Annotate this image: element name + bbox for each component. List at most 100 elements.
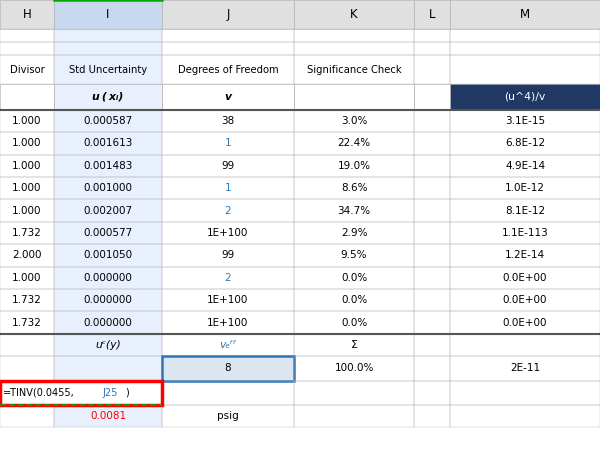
Bar bbox=[54, 267, 162, 289]
Text: 0.000000: 0.000000 bbox=[83, 273, 133, 283]
Bar bbox=[54, 381, 162, 405]
Bar bbox=[450, 199, 600, 222]
Bar bbox=[414, 29, 450, 42]
Bar bbox=[414, 29, 450, 42]
Bar bbox=[414, 289, 450, 311]
Text: 1: 1 bbox=[224, 183, 232, 193]
Text: H: H bbox=[23, 8, 31, 21]
Bar bbox=[414, 244, 450, 267]
Text: 1E+100: 1E+100 bbox=[208, 318, 248, 328]
Bar bbox=[0, 155, 54, 177]
Text: J: J bbox=[226, 8, 230, 21]
Text: Σ: Σ bbox=[350, 340, 358, 350]
Bar bbox=[162, 199, 294, 222]
Text: 1.000: 1.000 bbox=[12, 273, 42, 283]
Bar bbox=[414, 381, 450, 405]
Bar bbox=[294, 132, 414, 155]
Bar bbox=[54, 84, 162, 110]
Bar bbox=[450, 334, 600, 356]
Bar bbox=[162, 110, 294, 132]
Bar bbox=[0, 356, 54, 381]
Bar bbox=[450, 55, 600, 84]
Bar bbox=[450, 55, 600, 84]
Bar bbox=[294, 267, 414, 289]
Bar bbox=[54, 199, 162, 222]
Bar bbox=[414, 334, 450, 356]
Bar bbox=[0, 110, 54, 132]
Bar bbox=[294, 405, 414, 427]
Text: 1.000: 1.000 bbox=[12, 183, 42, 193]
Bar bbox=[0, 334, 54, 356]
Bar bbox=[414, 222, 450, 244]
Bar bbox=[450, 0, 600, 29]
Bar bbox=[54, 110, 162, 132]
Text: 0.0%: 0.0% bbox=[341, 295, 367, 305]
Bar bbox=[294, 244, 414, 267]
Bar bbox=[294, 356, 414, 381]
Bar bbox=[54, 244, 162, 267]
Text: 19.0%: 19.0% bbox=[337, 161, 371, 171]
Text: 22.4%: 22.4% bbox=[337, 138, 371, 149]
Bar bbox=[162, 222, 294, 244]
Bar bbox=[0, 132, 54, 155]
Bar bbox=[54, 0, 162, 29]
Text: K: K bbox=[350, 8, 358, 21]
Bar bbox=[162, 222, 294, 244]
Bar bbox=[414, 199, 450, 222]
Text: u ( xᵢ): u ( xᵢ) bbox=[92, 92, 124, 102]
Bar bbox=[0, 55, 54, 84]
Text: 8.6%: 8.6% bbox=[341, 183, 367, 193]
Bar bbox=[54, 55, 162, 84]
Bar bbox=[450, 289, 600, 311]
Bar bbox=[162, 84, 294, 110]
Bar bbox=[450, 311, 600, 334]
Bar bbox=[0, 110, 54, 132]
Text: 100.0%: 100.0% bbox=[334, 363, 374, 374]
Bar bbox=[0, 84, 54, 110]
Bar bbox=[294, 177, 414, 199]
Bar bbox=[450, 110, 600, 132]
Bar bbox=[450, 84, 600, 110]
Bar bbox=[450, 29, 600, 42]
Bar bbox=[162, 84, 294, 110]
Bar bbox=[0, 0, 54, 29]
Bar bbox=[54, 29, 162, 42]
Bar bbox=[162, 155, 294, 177]
Bar bbox=[162, 405, 294, 427]
Bar bbox=[414, 222, 450, 244]
Bar bbox=[54, 132, 162, 155]
Text: 1.2E-14: 1.2E-14 bbox=[505, 250, 545, 261]
Bar bbox=[162, 356, 294, 381]
Bar bbox=[54, 155, 162, 177]
Bar bbox=[0, 177, 54, 199]
Text: 1.000: 1.000 bbox=[12, 161, 42, 171]
Bar bbox=[450, 244, 600, 267]
Bar bbox=[54, 311, 162, 334]
Bar bbox=[294, 289, 414, 311]
Text: 1.0E-12: 1.0E-12 bbox=[505, 183, 545, 193]
Bar bbox=[54, 84, 162, 110]
Bar bbox=[294, 110, 414, 132]
Bar bbox=[450, 84, 600, 110]
Text: 0.0E+00: 0.0E+00 bbox=[503, 295, 547, 305]
Text: 1.000: 1.000 bbox=[12, 138, 42, 149]
Text: 0.0%: 0.0% bbox=[341, 318, 367, 328]
Bar bbox=[450, 356, 600, 381]
Bar bbox=[0, 29, 54, 42]
Bar bbox=[294, 55, 414, 84]
Text: 0.0E+00: 0.0E+00 bbox=[503, 273, 547, 283]
Bar bbox=[0, 267, 54, 289]
Bar bbox=[0, 222, 54, 244]
Text: Divisor: Divisor bbox=[10, 64, 44, 75]
Text: vₑᶠᶠ: vₑᶠᶠ bbox=[220, 340, 236, 350]
Bar bbox=[414, 155, 450, 177]
Bar bbox=[414, 55, 450, 84]
Bar bbox=[162, 42, 294, 55]
Bar bbox=[54, 42, 162, 55]
Bar bbox=[54, 199, 162, 222]
Bar bbox=[294, 334, 414, 356]
Bar bbox=[294, 0, 414, 29]
Bar bbox=[450, 244, 600, 267]
Bar bbox=[414, 289, 450, 311]
Bar bbox=[450, 289, 600, 311]
